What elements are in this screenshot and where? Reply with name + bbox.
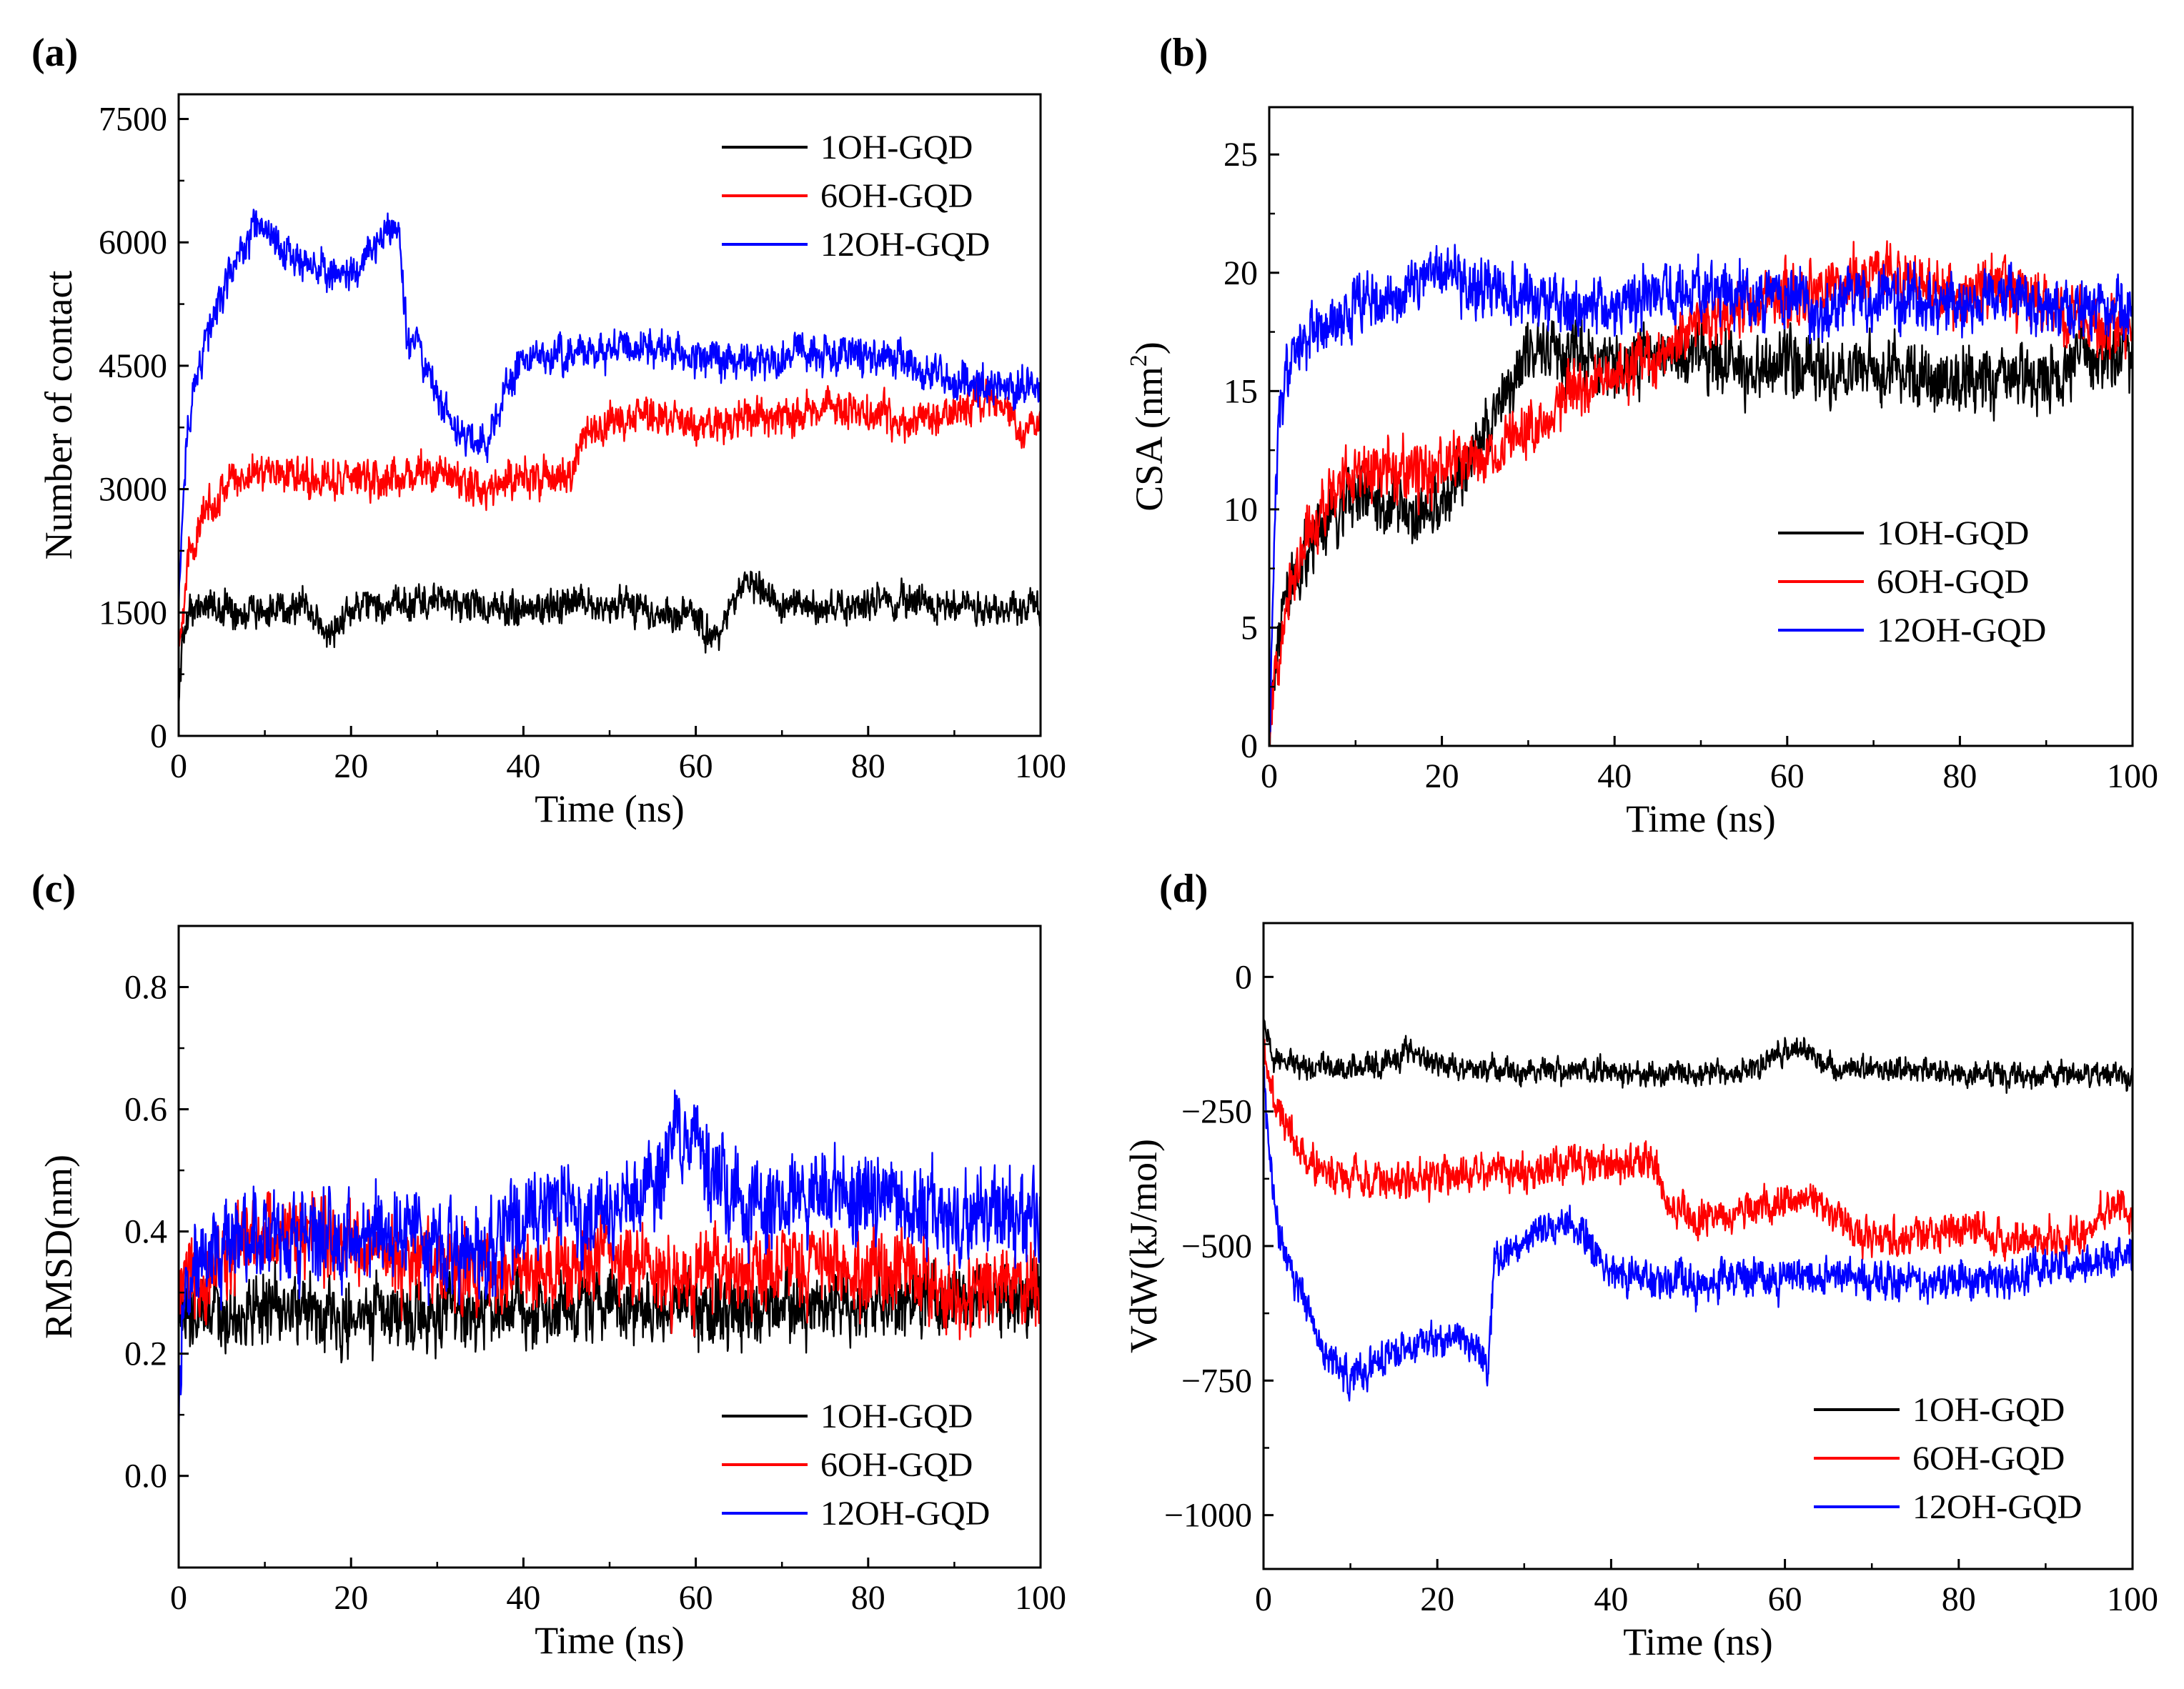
legend-label: 6OH-GQD [820, 1446, 973, 1484]
x-tick-label: 40 [1597, 757, 1632, 795]
panel-label-a: (a) [31, 31, 79, 75]
legend-label: 1OH-GQD [1877, 514, 2029, 552]
x-tick-label: 60 [1768, 1580, 1802, 1618]
series-line-12oh-gqd [179, 1090, 1041, 1451]
y-tick-label: 0 [1241, 727, 1258, 765]
y-tick-label: 0.2 [124, 1335, 167, 1373]
panel-a: (a) 0 20 40 60 80 100 0 1500 3000 4500 6000 7500 Tim… [0, 0, 1092, 844]
legend-label: 12OH-GQD [1912, 1488, 2082, 1526]
series-group [1264, 1017, 2133, 1402]
y-tick-label: 0.0 [124, 1458, 167, 1495]
legend-label: 6OH-GQD [820, 177, 973, 215]
series-line-12oh-gqd [179, 209, 1041, 613]
series-line-1oh-gqd [179, 1255, 1041, 1364]
x-tick-label: 60 [679, 747, 713, 785]
y-axis-label: VdW(kJ/mol) [1122, 1139, 1165, 1353]
x-tick-label: 60 [679, 1579, 713, 1617]
x-axis-label: Time (ns) [1626, 797, 1776, 840]
x-tick-label: 100 [1015, 747, 1066, 785]
x-axis-label: Time (ns) [1623, 1620, 1773, 1663]
x-tick-label: 0 [170, 747, 187, 785]
series-group [1269, 240, 2133, 746]
x-tick-label: 100 [2107, 757, 2158, 795]
panel-d: (d) 0 20 40 60 80 100 −1000 −750 −500 −250 0 Time (… [1092, 844, 2184, 1689]
panel-label-b: (b) [1159, 31, 1208, 75]
series-line-6oh-gqd [179, 377, 1041, 647]
chart-c: 0 20 40 60 80 100 0.0 0.2 0.4 0.6 0.8 Time (ns) RMSD… [37, 925, 1066, 1662]
legend-label: 1OH-GQD [1912, 1391, 2065, 1429]
legend-label: 12OH-GQD [820, 226, 990, 264]
x-tick-label: 40 [1594, 1580, 1628, 1618]
y-tick-label: 0.6 [124, 1091, 167, 1129]
y-tick-label: 0 [1235, 958, 1252, 996]
legend-label: 12OH-GQD [1877, 612, 2046, 649]
y-axis-label: Number of contact [37, 271, 80, 560]
legend-label: 6OH-GQD [1912, 1440, 2065, 1478]
y-tick-label: 4500 [99, 347, 167, 385]
legend: 1OH-GQD 6OH-GQD 12OH-GQD [722, 129, 990, 264]
legend: 1OH-GQD 6OH-GQD 12OH-GQD [1778, 514, 2046, 649]
y-tick-label: −500 [1181, 1227, 1252, 1265]
y-tick-label: 7500 [99, 101, 167, 139]
y-tick-label: 15 [1223, 372, 1258, 410]
plot-frame [1268, 106, 2134, 747]
x-tick-label: 0 [1261, 757, 1278, 795]
y-tick-label: 10 [1223, 491, 1258, 529]
series-line-12oh-gqd [1269, 244, 2133, 746]
panel-label-c: (c) [31, 867, 76, 911]
panel-label-d: (d) [1159, 867, 1208, 911]
y-tick-label: 0.8 [124, 969, 167, 1007]
x-tick-label: 0 [170, 1579, 187, 1617]
legend-label: 1OH-GQD [820, 129, 973, 166]
y-axis-label: RMSD(nm) [37, 1155, 80, 1339]
chart-a: 0 20 40 60 80 100 0 1500 3000 4500 6000 7500 Time (n… [37, 93, 1066, 830]
y-tick-label: 25 [1223, 136, 1258, 174]
series-line-12oh-gqd [1264, 1065, 2133, 1402]
y-tick-label: 0 [150, 717, 167, 755]
y-tick-label: −1000 [1164, 1497, 1252, 1535]
chart-d: 0 20 40 60 80 100 −1000 −750 −500 −250 0 Time (ns) V… [1122, 922, 2158, 1663]
x-tick-label: 20 [334, 1579, 368, 1617]
panel-c: (c) 0 20 40 60 80 100 0.0 0.2 0.4 0.6 0.8 Time (ns)… [0, 844, 1092, 1689]
y-tick-label: 5 [1241, 609, 1258, 647]
y-tick-label: 20 [1223, 254, 1258, 292]
x-tick-label: 20 [334, 747, 368, 785]
y-tick-label: 6000 [99, 224, 167, 261]
x-tick-label: 80 [1942, 757, 1977, 795]
series-group [179, 209, 1041, 704]
y-tick-label: −250 [1181, 1093, 1252, 1131]
series-line-1oh-gqd [1269, 311, 2133, 746]
panel-b: (b) 0 20 40 60 80 100 0 5 10 15 20 25 Time (ns) CSA (… [1092, 0, 2184, 844]
x-tick-label: 80 [851, 747, 885, 785]
legend: 1OH-GQD 6OH-GQD 12OH-GQD [1814, 1391, 2082, 1526]
chart-b: 0 20 40 60 80 100 0 5 10 15 20 25 Time (ns) CSA (nm2)… [1126, 106, 2158, 840]
x-tick-label: 80 [851, 1579, 885, 1617]
x-tick-label: 40 [506, 747, 540, 785]
x-tick-label: 100 [2107, 1580, 2158, 1618]
x-tick-label: 80 [1942, 1580, 1976, 1618]
y-tick-label: 3000 [99, 471, 167, 509]
x-tick-label: 0 [1255, 1580, 1272, 1618]
legend-label: 6OH-GQD [1877, 563, 2029, 601]
legend: 1OH-GQD 6OH-GQD 12OH-GQD [722, 1397, 990, 1533]
x-axis-label: Time (ns) [535, 787, 685, 830]
series-line-1oh-gqd [179, 570, 1041, 704]
y-tick-label: 1500 [99, 594, 167, 632]
series-line-6oh-gqd [1264, 1028, 2133, 1262]
series-line-1oh-gqd [1264, 1017, 2133, 1094]
legend-label: 1OH-GQD [820, 1397, 973, 1435]
x-tick-label: 20 [1420, 1580, 1454, 1618]
x-tick-label: 40 [506, 1579, 540, 1617]
x-tick-label: 100 [1015, 1579, 1066, 1617]
y-tick-label: −750 [1181, 1362, 1252, 1400]
y-axis-label: CSA (nm2) [1126, 342, 1171, 512]
x-axis-label: Time (ns) [535, 1619, 685, 1662]
legend-label: 12OH-GQD [820, 1495, 990, 1533]
x-tick-label: 60 [1770, 757, 1805, 795]
series-group [179, 1090, 1041, 1451]
x-tick-label: 20 [1425, 757, 1459, 795]
y-tick-label: 0.4 [124, 1213, 167, 1251]
